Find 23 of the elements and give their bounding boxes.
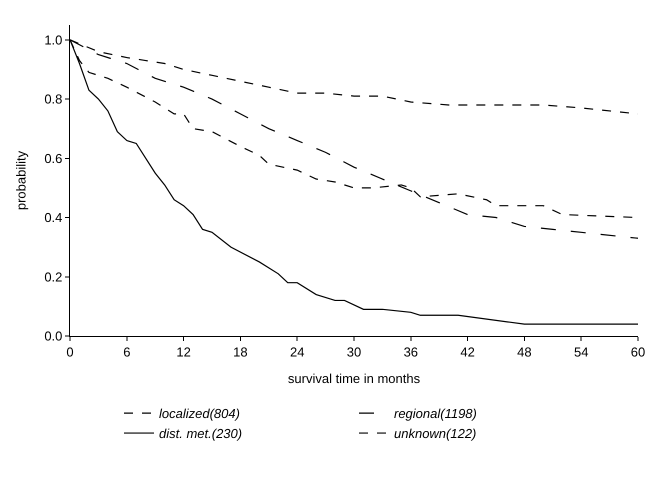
legend-label: dist. met.(230) — [159, 426, 242, 442]
legend-label: regional(1198) — [394, 406, 477, 422]
x-tick-label: 0 — [66, 344, 74, 360]
y-tick-label: 0.2 — [44, 269, 62, 284]
x-tick-label: 12 — [176, 344, 191, 360]
y-tick-label: 1.0 — [44, 32, 62, 48]
x-tick-label: 48 — [517, 344, 532, 360]
x-tick-label: 60 — [630, 344, 646, 360]
x-tick-label: 54 — [574, 344, 588, 360]
x-axis-title: survival time in months — [288, 371, 421, 386]
x-tick-label: 36 — [404, 344, 418, 360]
x-tick-label: 6 — [123, 344, 130, 360]
x-tick-label: 18 — [233, 344, 248, 360]
legend-label: localized(804) — [159, 406, 240, 422]
y-tick-label: 0.0 — [44, 328, 62, 344]
x-tick-label: 24 — [290, 344, 304, 360]
y-axis-title: probability — [13, 150, 28, 210]
x-tick-label: 30 — [346, 344, 362, 360]
y-tick-label: 0.8 — [44, 92, 62, 107]
legend-label: unknown(122) — [394, 426, 476, 442]
y-tick-label: 0.6 — [44, 150, 62, 166]
x-tick-label: 42 — [460, 344, 475, 360]
y-tick-label: 0.4 — [44, 210, 62, 226]
